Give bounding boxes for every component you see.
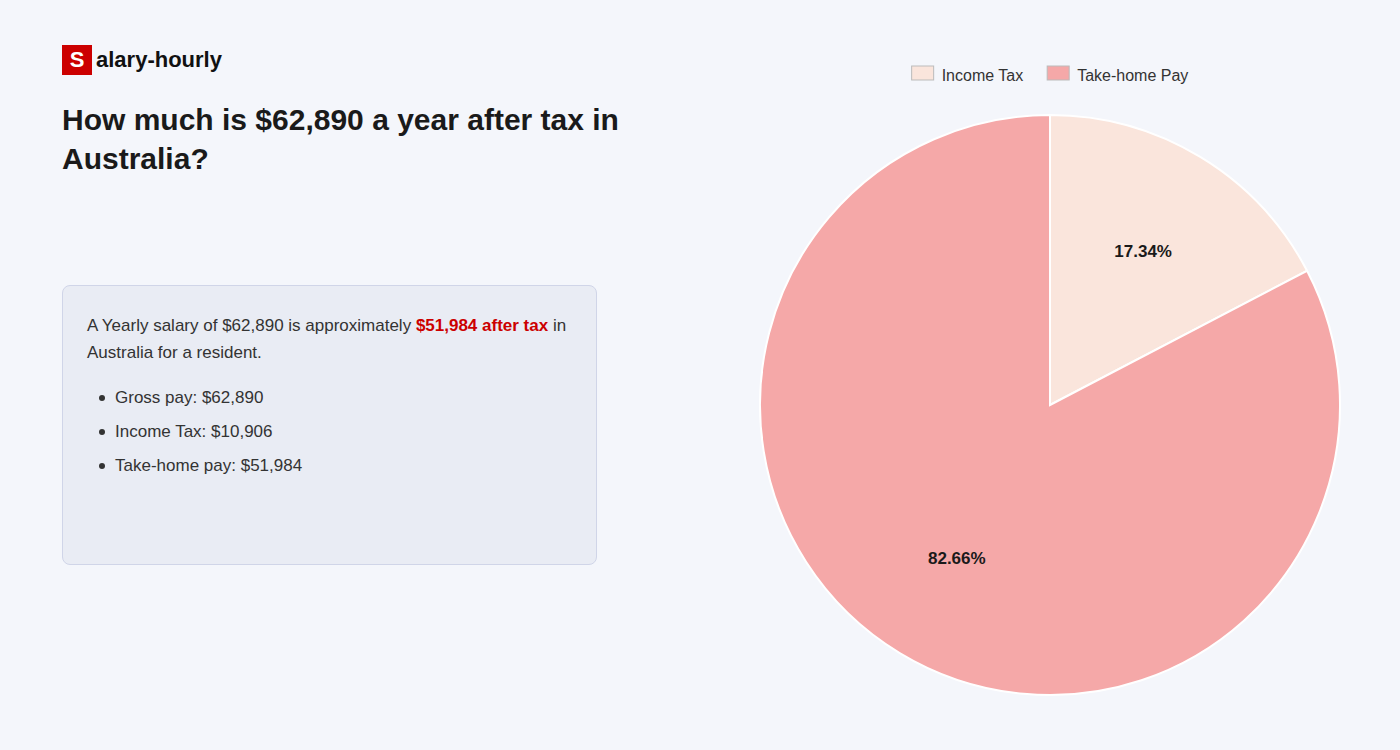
summary: A Yearly salary of $62,890 is approximat…	[87, 312, 572, 366]
slices	[760, 115, 1340, 695]
summary-text: A Yearly salary of $62,890 is approximat…	[87, 316, 416, 335]
bullet-dot	[99, 429, 105, 435]
legend-swatch	[1047, 66, 1069, 80]
bullet-item: Gross pay: $62,890	[99, 388, 572, 408]
data-labels: 17.34% 82.66%	[928, 242, 1172, 569]
data-label: 17.34%	[1114, 242, 1172, 261]
bullet-item: Income Tax: $10,906	[99, 422, 572, 442]
legend: Income Tax Take-home Pay	[912, 66, 1189, 84]
bullet-list: Gross pay: $62,890 Income Tax: $10,906 Tak…	[87, 388, 572, 476]
logo-text: alary-hourly	[96, 47, 222, 73]
summary-text: in	[548, 316, 566, 335]
logo: Salary-hourly	[62, 45, 222, 75]
bullet-text: Gross pay: $62,890	[115, 388, 263, 408]
legend-item: Income Tax	[912, 66, 1024, 84]
legend-label: Income Tax	[942, 67, 1024, 84]
pie-slice	[760, 115, 1340, 695]
summary-text: Australia for a resident.	[87, 343, 262, 362]
legend-label: Take-home Pay	[1077, 67, 1188, 84]
bullet-dot	[99, 463, 105, 469]
info-box: A Yearly salary of $62,890 is approximat…	[62, 285, 597, 565]
bullet-text: Take-home pay: $51,984	[115, 456, 302, 476]
legend-swatch	[912, 66, 934, 80]
logo-mark: S	[62, 45, 92, 75]
legend-item: Take-home Pay	[1047, 66, 1188, 84]
bullet-item: Take-home pay: $51,984	[99, 456, 572, 476]
summary-line: A Yearly salary of $62,890 is approximat…	[87, 312, 572, 339]
pie-chart: 17.34% 82.66% Income Tax Take-home Pay	[0, 0, 1400, 750]
summary-line: Australia for a resident.	[87, 339, 572, 366]
summary-highlight: $51,984 after tax	[416, 316, 548, 335]
bullet-text: Income Tax: $10,906	[115, 422, 273, 442]
bullet-dot	[99, 395, 105, 401]
page: Salary-hourly How much is $62,890 a year …	[0, 0, 1400, 750]
title: How much is $62,890 a year after tax in …	[62, 100, 642, 178]
data-label: 82.66%	[928, 549, 986, 568]
